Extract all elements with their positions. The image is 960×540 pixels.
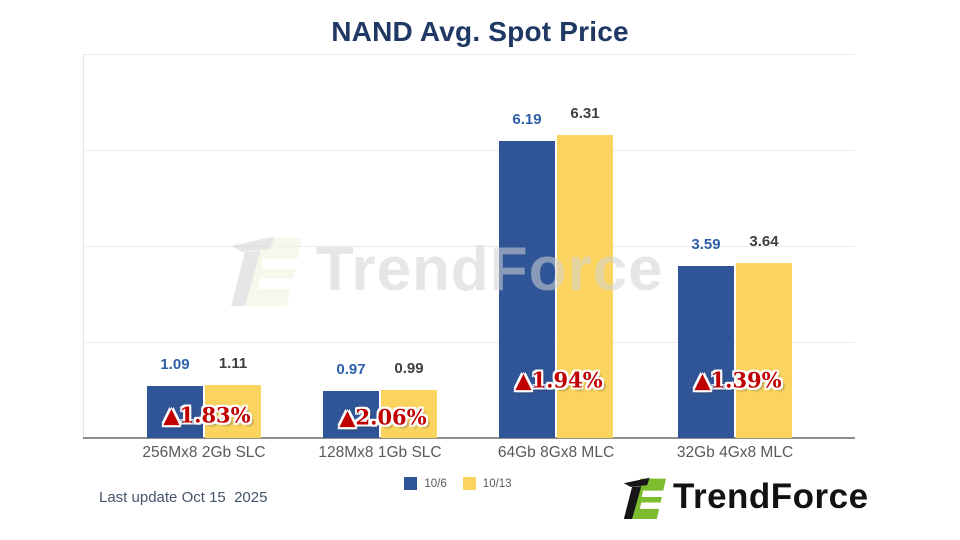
- trendforce-logo-icon: [623, 477, 666, 519]
- trendforce-logo: TrendForce: [622, 475, 869, 519]
- legend-label: 10/6: [424, 477, 447, 490]
- bar: [147, 386, 203, 438]
- bar: [323, 391, 379, 438]
- legend-swatch: [404, 477, 418, 490]
- bar: [381, 390, 437, 438]
- last-update-label: Last update Oct 15 2025: [99, 489, 268, 506]
- value-label: 1.09: [160, 356, 190, 373]
- gridline: [83, 150, 855, 151]
- change-badge: ▲1.39%: [694, 367, 782, 393]
- legend-swatch: [462, 477, 476, 490]
- value-label: 6.19: [512, 111, 542, 128]
- category-label: 128Mx8 1Gb SLC: [318, 444, 442, 461]
- gridline: [83, 342, 855, 343]
- chart-title: NAND Avg. Spot Price: [331, 16, 629, 47]
- change-badge: ▲2.06%: [339, 404, 427, 430]
- trendforce-logo-text: TrendForce: [673, 477, 869, 516]
- gridline: [83, 54, 855, 55]
- value-label: 1.11: [218, 355, 248, 372]
- x-axis-line: [83, 437, 855, 439]
- legend-item: 10/13: [462, 477, 512, 490]
- bar: [736, 263, 792, 438]
- trendforce-watermark-icon: [231, 236, 302, 306]
- bar: [499, 141, 555, 438]
- gridline: [83, 246, 855, 247]
- value-label: 3.59: [691, 236, 721, 253]
- change-badge: ▲1.94%: [515, 367, 603, 393]
- legend-item: 10/6: [404, 477, 447, 490]
- change-badge: ▲1.83%: [163, 402, 251, 428]
- category-label: 64Gb 8Gx8 MLC: [497, 444, 615, 461]
- value-label: 0.97: [336, 361, 366, 378]
- value-label: 6.31: [570, 105, 600, 122]
- category-label: 32Gb 4Gx8 MLC: [676, 444, 794, 461]
- y-axis-line: [83, 54, 84, 438]
- bar: [205, 385, 261, 438]
- category-label: 256Mx8 2Gb SLC: [142, 444, 266, 461]
- bar: [678, 266, 734, 438]
- legend-label: 10/13: [482, 477, 512, 490]
- bar: [557, 135, 613, 438]
- value-label: 0.99: [394, 360, 424, 377]
- legend: 10/6 10/13: [0, 477, 938, 490]
- value-label: 3.64: [749, 233, 779, 250]
